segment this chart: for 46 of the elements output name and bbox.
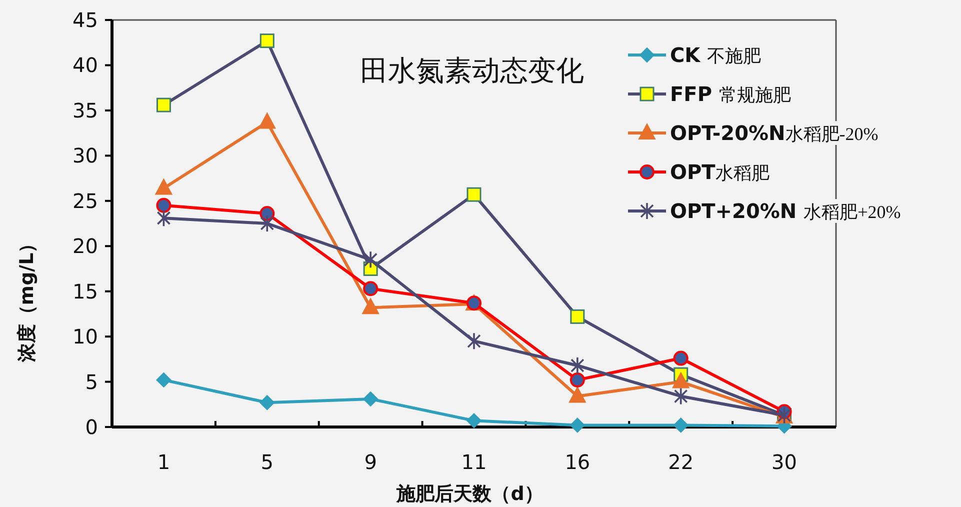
x-tick-label: 9 <box>364 450 377 474</box>
legend-label: OPT水稻肥 <box>670 160 770 184</box>
y-tick-label: 25 <box>72 188 98 213</box>
x-tick-label: 5 <box>260 450 274 474</box>
x-axis-title: 施肥后天数（d） <box>396 483 544 505</box>
y-axis-title: 浓度（mg/L） <box>16 234 38 364</box>
point <box>466 413 482 428</box>
point <box>568 386 586 403</box>
point <box>260 395 275 410</box>
legend-label: OPT+20%N 水稻肥+20% <box>670 199 901 223</box>
x-tick-label: 16 <box>564 450 590 474</box>
point <box>363 391 378 406</box>
point <box>260 214 274 232</box>
point <box>673 350 688 366</box>
x-tick-label: 30 <box>772 450 798 474</box>
x-tick-label: 11 <box>461 450 487 474</box>
point <box>570 372 585 388</box>
x-tick-label: 1 <box>157 450 170 474</box>
point <box>156 209 171 227</box>
point <box>673 418 688 433</box>
y-tick-label: 40 <box>72 53 98 78</box>
x-tick-label: 22 <box>668 450 694 474</box>
y-tick-label: 15 <box>72 279 98 304</box>
legend-label: OPT-20%N水稻肥-20% <box>670 121 878 145</box>
y-tick-label: 10 <box>72 324 98 349</box>
point <box>156 372 172 388</box>
legend-label: CK 不施肥 <box>670 43 762 67</box>
point <box>570 418 585 433</box>
y-tick-label: 5 <box>85 370 98 394</box>
point <box>570 356 584 374</box>
y-tick-label: 20 <box>72 234 98 258</box>
legend-label: FFP 常规施肥 <box>670 82 791 106</box>
y-tick-label: 45 <box>72 8 98 32</box>
point <box>362 298 380 314</box>
y-tick-label: 0 <box>85 415 98 439</box>
point <box>156 198 172 213</box>
text: 田水氮素动态变化 <box>360 56 584 87</box>
point <box>364 250 378 269</box>
point <box>467 332 481 350</box>
point <box>674 387 688 406</box>
point <box>155 178 172 195</box>
point <box>363 281 378 296</box>
point <box>672 372 690 388</box>
point <box>258 112 276 129</box>
y-tick-label: 35 <box>72 98 98 122</box>
y-tick-label: 30 <box>72 144 98 168</box>
